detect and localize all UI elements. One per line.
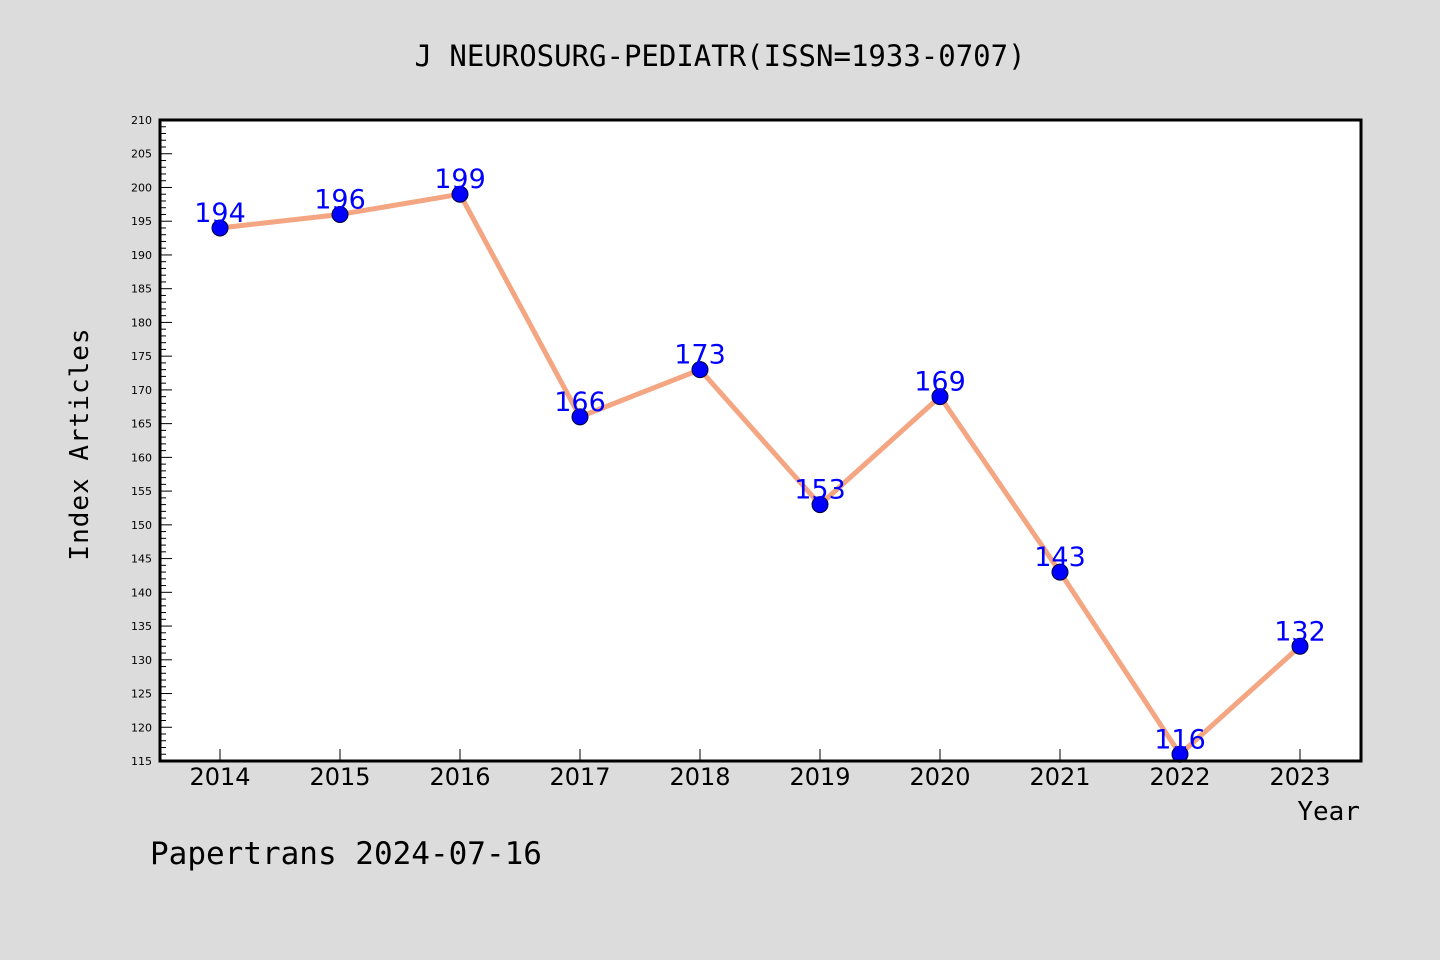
x-tick-label: 2023 bbox=[1269, 763, 1330, 791]
data-label: 153 bbox=[794, 475, 846, 506]
plot-frame bbox=[158, 118, 1363, 763]
data-label: 199 bbox=[434, 164, 486, 195]
credit-text: Papertrans 2024-07-16 bbox=[150, 836, 542, 872]
x-axis: 2014 2015 2016 2017 2018 2019 2020 2021 2022 2023 bbox=[189, 749, 1331, 791]
x-tick-label: 2015 bbox=[309, 763, 370, 791]
data-point bbox=[931, 388, 949, 406]
data-label: 196 bbox=[314, 184, 366, 215]
y-tick-label: 115 bbox=[131, 755, 152, 768]
x-tick-label: 2022 bbox=[1149, 763, 1210, 791]
y-tick-label: 125 bbox=[131, 688, 152, 701]
y-axis-label: Index Articles bbox=[65, 327, 95, 560]
y-tick-label: 170 bbox=[131, 384, 152, 397]
y-tick-label: 140 bbox=[131, 586, 152, 599]
y-tick-label: 160 bbox=[131, 451, 152, 464]
y-tick-label: 190 bbox=[131, 249, 152, 262]
y-tick-label: 120 bbox=[131, 721, 152, 734]
data-label: 143 bbox=[1034, 542, 1086, 573]
x-tick-label: 2014 bbox=[189, 763, 250, 791]
x-tick-label: 2019 bbox=[789, 763, 850, 791]
x-tick-label: 2017 bbox=[549, 763, 610, 791]
y-tick-label: 180 bbox=[131, 316, 152, 329]
x-tick-label: 2020 bbox=[909, 763, 970, 791]
y-tick-label: 135 bbox=[131, 620, 152, 633]
x-tick-label: 2018 bbox=[669, 763, 730, 791]
data-point bbox=[571, 408, 589, 426]
y-tick-label: 175 bbox=[131, 350, 152, 363]
x-tick-label: 2016 bbox=[429, 763, 490, 791]
data-point bbox=[1051, 563, 1069, 581]
y-tick-label: 205 bbox=[131, 148, 152, 161]
data-label: 166 bbox=[554, 387, 606, 418]
y-tick-label: 165 bbox=[131, 418, 152, 431]
chart-title: J NEUROSURG-PEDIATR(ISSN=1933-0707) bbox=[414, 39, 1025, 73]
y-tick-label: 185 bbox=[131, 283, 152, 296]
data-label: 132 bbox=[1274, 616, 1326, 647]
y-tick-label: 195 bbox=[131, 215, 152, 228]
data-label: 173 bbox=[674, 340, 726, 371]
data-label: 169 bbox=[914, 367, 966, 398]
y-tick-label: 210 bbox=[131, 114, 152, 127]
data-point bbox=[331, 205, 349, 223]
y-tick-label: 145 bbox=[131, 553, 152, 566]
x-axis-label: Year bbox=[1297, 797, 1360, 827]
x-tick-label: 2021 bbox=[1029, 763, 1090, 791]
data-point bbox=[691, 361, 709, 379]
data-point bbox=[1291, 637, 1309, 655]
series-1: 194 196 199 166 173 153 169 143 116 132 bbox=[194, 164, 1326, 763]
y-tick-label: 150 bbox=[131, 519, 152, 532]
data-point bbox=[811, 496, 829, 514]
y-tick-label: 130 bbox=[131, 654, 152, 667]
y-tick-label: 155 bbox=[131, 485, 152, 498]
series-line bbox=[217, 191, 1303, 757]
data-point bbox=[211, 219, 229, 237]
y-tick-label: 200 bbox=[131, 181, 152, 194]
data-label: 194 bbox=[194, 198, 246, 229]
data-label: 116 bbox=[1154, 724, 1206, 755]
data-point bbox=[451, 185, 469, 203]
